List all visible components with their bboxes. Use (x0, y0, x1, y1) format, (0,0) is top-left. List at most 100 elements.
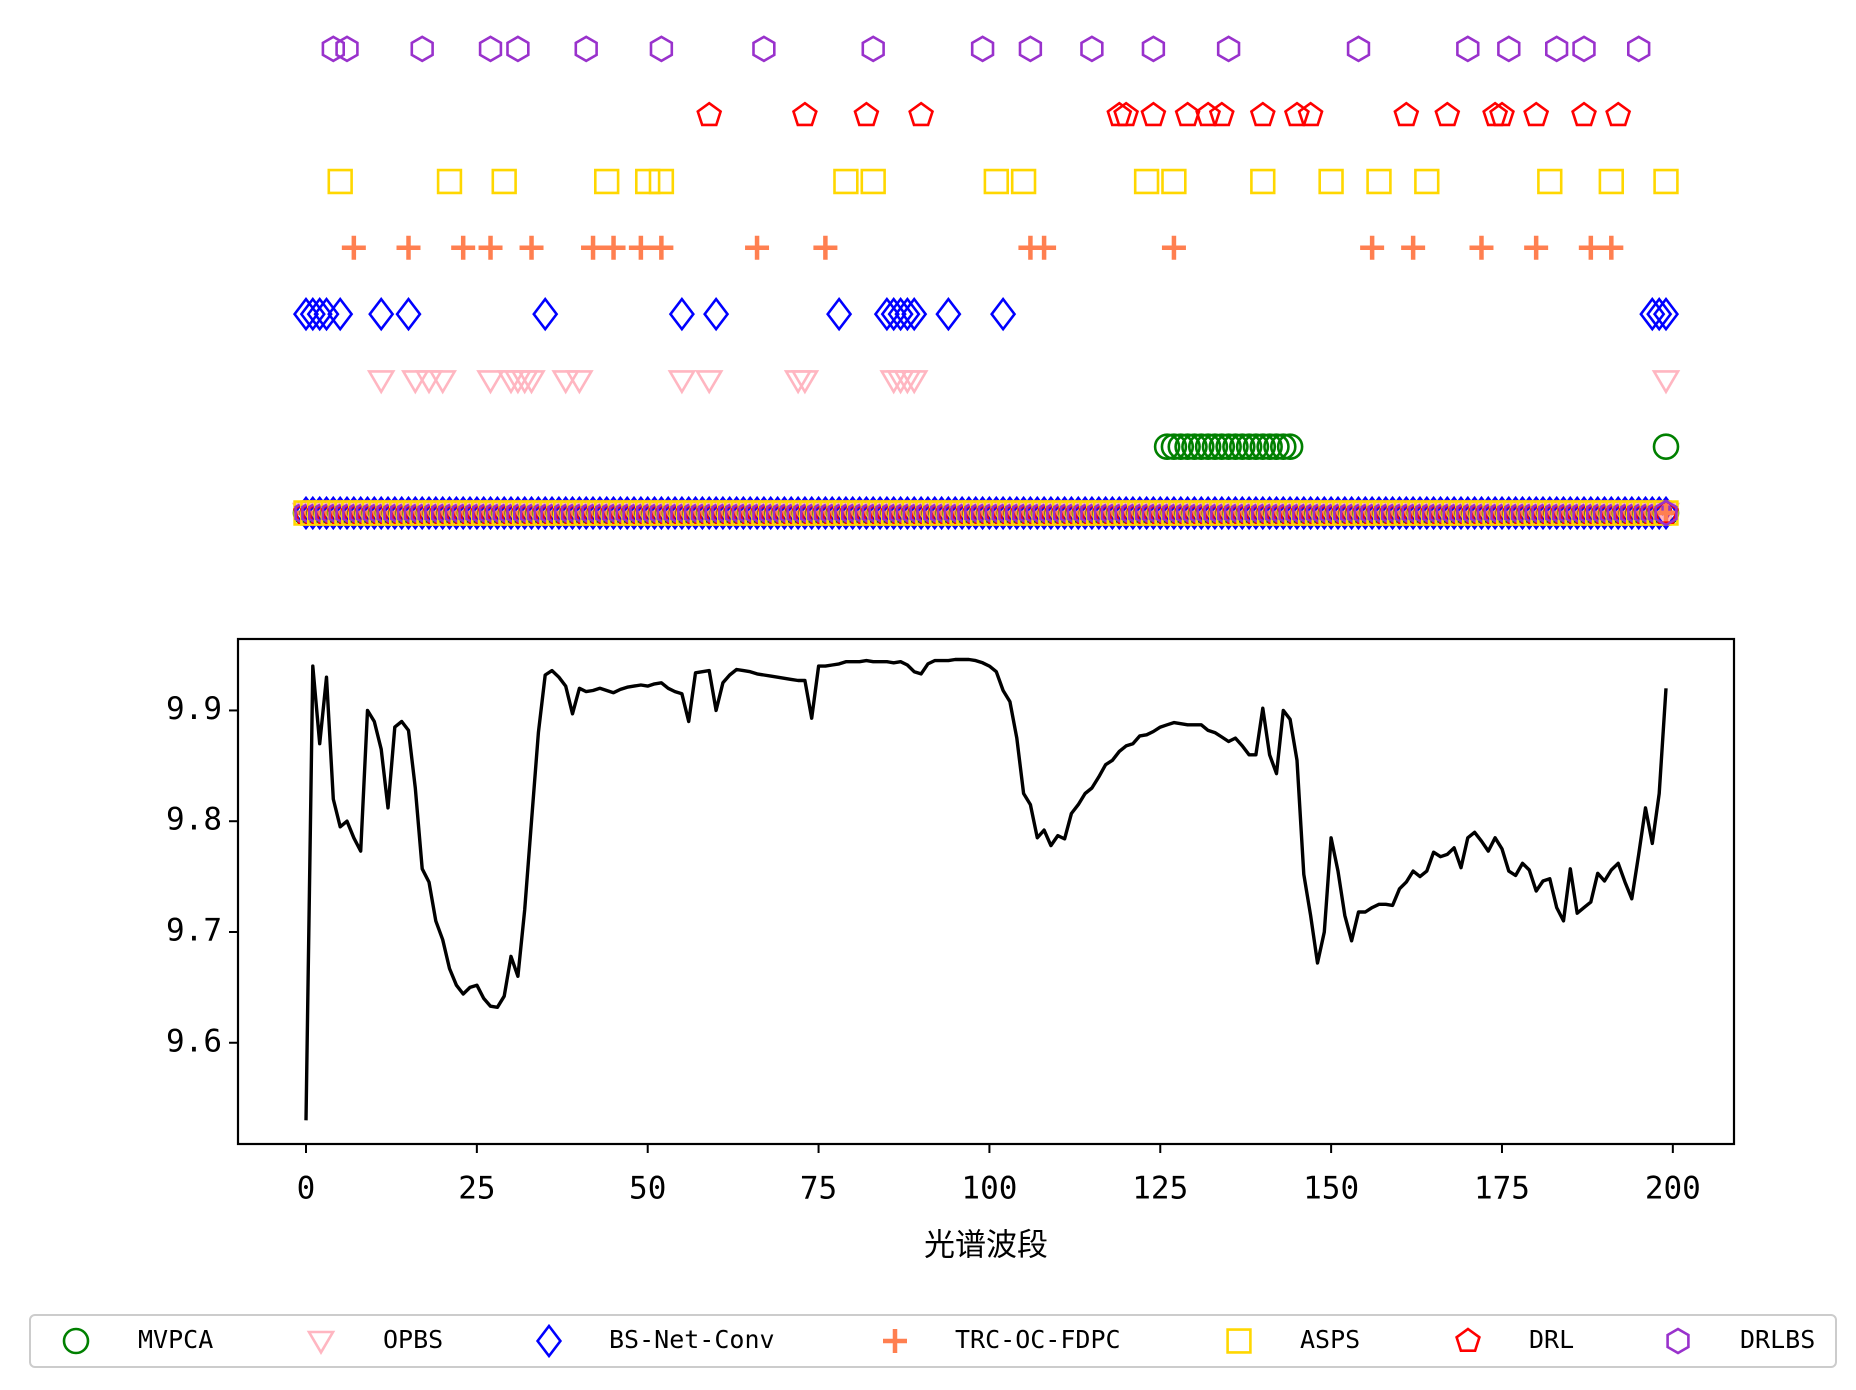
band-marker (1627, 35, 1651, 63)
band-marker (321, 35, 346, 63)
band-panel (291, 35, 1681, 531)
band-marker (649, 235, 674, 260)
legend-marker (1226, 1328, 1252, 1354)
band-marker (574, 35, 598, 63)
data-line (304, 657, 1668, 1121)
plot-frame (236, 637, 1736, 1146)
x-tick-label: 150 (1303, 1171, 1359, 1207)
band-marker (668, 296, 695, 332)
band-marker (414, 370, 444, 395)
band-marker (1208, 433, 1236, 461)
legend-label: MVPCA (138, 1325, 213, 1354)
band-marker (1434, 101, 1461, 127)
band-marker (436, 168, 463, 195)
band-marker (1216, 35, 1241, 63)
band-marker (1414, 168, 1440, 195)
band-marker (1497, 35, 1521, 63)
band-marker (1646, 296, 1673, 332)
band-marker (1393, 101, 1420, 127)
band-marker (396, 235, 421, 260)
band-marker (1572, 35, 1596, 63)
band-marker (894, 296, 921, 332)
band-marker (335, 35, 359, 63)
band-marker (368, 296, 395, 332)
band-marker (1010, 168, 1037, 195)
band-marker (1256, 433, 1283, 461)
band-marker (703, 296, 730, 332)
band-marker (1161, 168, 1187, 195)
band-marker (908, 101, 935, 127)
band-marker (1222, 433, 1249, 461)
band-marker (532, 296, 559, 332)
legend-marker (62, 1327, 90, 1355)
band-marker (1249, 101, 1276, 127)
band-marker (1598, 168, 1624, 195)
band-marker (327, 296, 354, 332)
band-marker (1174, 433, 1201, 461)
band-marker (1208, 101, 1235, 127)
band-marker (1187, 433, 1215, 461)
legend: MVPCA OPBS BS-Net-Conv TRC-OC-FDPC ASPS DRL DR… (62, 1323, 1815, 1359)
band-marker (860, 168, 886, 195)
band-marker (1523, 101, 1550, 127)
x-tick-label: 175 (1474, 1171, 1530, 1207)
line-panel: 0 25 50 75 100 125 150 175 200 9.6 9.7 9.8 9.9 光谱波段 (166, 637, 1736, 1264)
band-marker (1401, 235, 1426, 260)
band-marker (990, 296, 1017, 332)
band-marker (1652, 296, 1680, 332)
band-marker (1456, 35, 1480, 63)
band-marker (901, 296, 928, 332)
band-marker (306, 296, 333, 332)
x-tick-label: 200 (1645, 1171, 1701, 1207)
band-marker (1133, 168, 1160, 195)
band-marker (491, 168, 517, 195)
x-axis-label: 光谱波段 (924, 1228, 1048, 1264)
band-marker (1360, 235, 1385, 260)
band-marker (478, 35, 503, 63)
all-band-marker (1654, 501, 1678, 525)
band-marker (1161, 235, 1186, 260)
band-marker (853, 101, 880, 127)
y-tick-label: 9.8 (166, 802, 222, 838)
legend-marker (883, 1329, 907, 1353)
band-marker (1249, 433, 1277, 461)
band-marker (1283, 101, 1310, 127)
legend-box (29, 1314, 1837, 1368)
legend-marker (1666, 1327, 1690, 1355)
band-marker (696, 101, 723, 127)
band-marker (410, 35, 434, 63)
y-tick-label: 9.7 (166, 912, 222, 948)
band-marker (694, 370, 724, 395)
band-marker (519, 235, 544, 260)
legend-label: TRC-OC-FDPC (955, 1325, 1121, 1354)
band-marker (1652, 433, 1680, 461)
x-tick-label: 0 (297, 1171, 316, 1207)
legend-label: ASPS (1300, 1325, 1360, 1354)
band-marker (1524, 235, 1549, 260)
band-marker (1250, 168, 1276, 195)
band-marker (667, 370, 697, 395)
band-marker (791, 101, 818, 127)
band-marker (1599, 235, 1624, 260)
band-marker (970, 35, 995, 63)
band-marker (551, 370, 580, 395)
band-marker (1228, 433, 1256, 461)
band-marker (1578, 235, 1603, 260)
band-marker (1366, 168, 1392, 195)
band-marker (649, 35, 674, 63)
band-marker (752, 35, 776, 63)
band-marker (327, 168, 353, 195)
band-marker (790, 370, 820, 395)
band-marker (861, 35, 885, 63)
x-tick-label: 50 (629, 1171, 666, 1207)
band-marker (1181, 433, 1208, 461)
all-band-marker (1654, 499, 1678, 527)
band-marker (1141, 35, 1166, 63)
band-marker (565, 370, 594, 395)
band-marker (1651, 370, 1681, 395)
band-marker (1605, 101, 1632, 127)
band-marker (1080, 35, 1104, 63)
x-tick-label: 25 (458, 1171, 495, 1207)
